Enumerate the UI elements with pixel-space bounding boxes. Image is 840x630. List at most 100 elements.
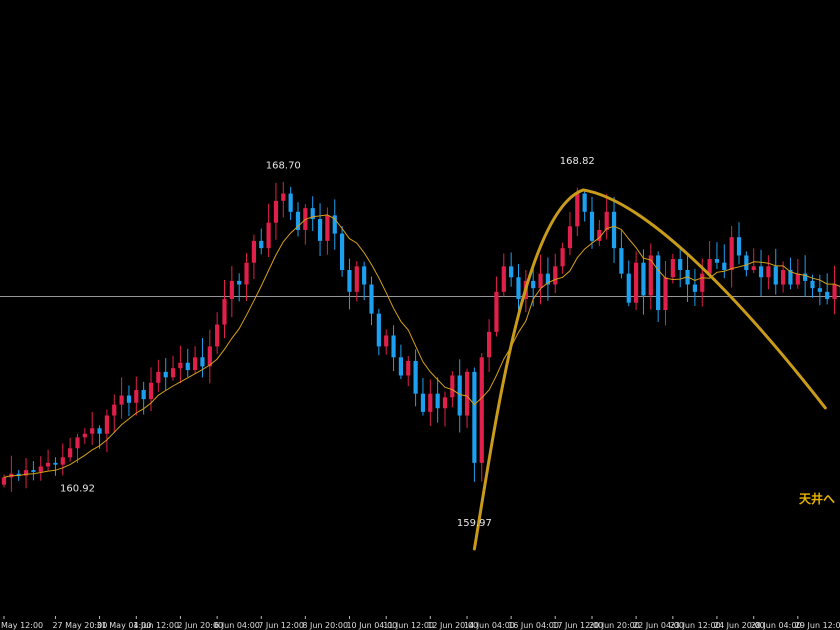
candle-body: [178, 362, 183, 369]
candle: [75, 433, 80, 463]
candle: [538, 254, 543, 305]
candle-body: [428, 393, 433, 412]
candle: [178, 345, 183, 384]
candle: [663, 260, 668, 326]
candle: [126, 385, 132, 417]
candle-body: [604, 211, 609, 230]
candle: [597, 219, 602, 246]
candle: [707, 240, 712, 278]
price-label: 168.82: [560, 156, 595, 167]
candle: [420, 378, 426, 416]
price-label: 159.97: [457, 518, 492, 529]
candle-body: [295, 211, 301, 230]
candle-body: [207, 346, 212, 367]
candle: [781, 261, 786, 293]
candle-body: [795, 273, 800, 285]
candle-body: [553, 266, 558, 285]
x-tick-label: 22 Jun 04:00: [633, 621, 684, 630]
candle-body: [678, 259, 683, 270]
moving-average-layer: [3, 214, 840, 478]
candle-body: [354, 266, 359, 292]
x-tick-label: 10 Jun 04:00: [346, 621, 397, 630]
candle: [53, 457, 58, 476]
candle-body: [251, 240, 256, 263]
candle: [714, 242, 720, 269]
candle-body: [406, 360, 411, 376]
candle: [215, 312, 220, 354]
candle-body: [420, 393, 426, 412]
candle: [560, 242, 565, 274]
candle: [766, 255, 771, 290]
candle-body: [134, 390, 139, 403]
candle-body: [817, 288, 822, 292]
candle: [23, 458, 29, 489]
candle-body: [104, 415, 109, 434]
candle: [288, 186, 293, 221]
candle-body: [193, 357, 198, 371]
candle-body: [229, 280, 234, 300]
candle-body: [16, 473, 21, 476]
candle: [354, 261, 359, 302]
candle-body: [53, 462, 58, 465]
candle: [406, 355, 411, 387]
candle-body: [479, 357, 484, 463]
candle: [825, 273, 830, 305]
candle: [222, 280, 227, 339]
candle-body: [457, 375, 462, 416]
candle-body: [97, 428, 102, 434]
candle: [722, 244, 727, 279]
candle-body: [288, 193, 293, 212]
candle-body: [156, 371, 161, 383]
candle-body: [384, 335, 389, 347]
candle-body: [163, 371, 168, 378]
candle: [317, 203, 323, 257]
candle: [736, 222, 742, 265]
candle-body: [700, 273, 705, 292]
candle-body: [391, 335, 396, 358]
candle: [46, 449, 51, 471]
candle: [619, 230, 624, 279]
x-tick-label: 20 Jun 20:00: [589, 621, 640, 630]
candle-body: [68, 448, 73, 458]
candle-body: [597, 229, 602, 241]
candle-body: [626, 273, 631, 303]
candle: [156, 359, 161, 392]
candle: [251, 234, 256, 280]
candle-body: [398, 357, 403, 376]
candle-body: [773, 266, 778, 285]
price-annotations: 168.70 168.82 159.97 160.92: [60, 156, 595, 529]
candle: [134, 376, 139, 416]
candle-body: [538, 273, 543, 289]
candle-body: [325, 215, 330, 241]
x-tick-label: 8 Jun 20:00: [302, 621, 348, 630]
candle-body: [369, 284, 374, 314]
candle: [729, 225, 734, 288]
candle-body: [567, 226, 573, 249]
candle: [273, 182, 279, 240]
candle-body: [281, 193, 286, 201]
candle: [553, 253, 558, 294]
candle: [266, 203, 271, 258]
candle: [200, 338, 205, 378]
candle: [82, 427, 87, 445]
candle-body: [119, 395, 124, 405]
candle: [442, 391, 448, 427]
candle: [648, 243, 653, 310]
candle-body: [82, 433, 87, 438]
candle-body: [788, 269, 793, 285]
candle: [832, 265, 837, 315]
candle-body: [362, 266, 367, 285]
candle-body: [825, 291, 830, 300]
candle: [744, 251, 749, 277]
x-tick-label: May 12:00: [1, 621, 43, 630]
candle-body: [634, 262, 639, 303]
candle: [90, 411, 95, 445]
candle: [148, 367, 154, 412]
candle: [589, 196, 595, 249]
candle: [281, 181, 286, 218]
candle-body: [619, 248, 624, 274]
x-tick-label: 17 Jun 12:00: [552, 621, 603, 630]
candle-body: [222, 299, 227, 325]
candle: [340, 226, 345, 277]
